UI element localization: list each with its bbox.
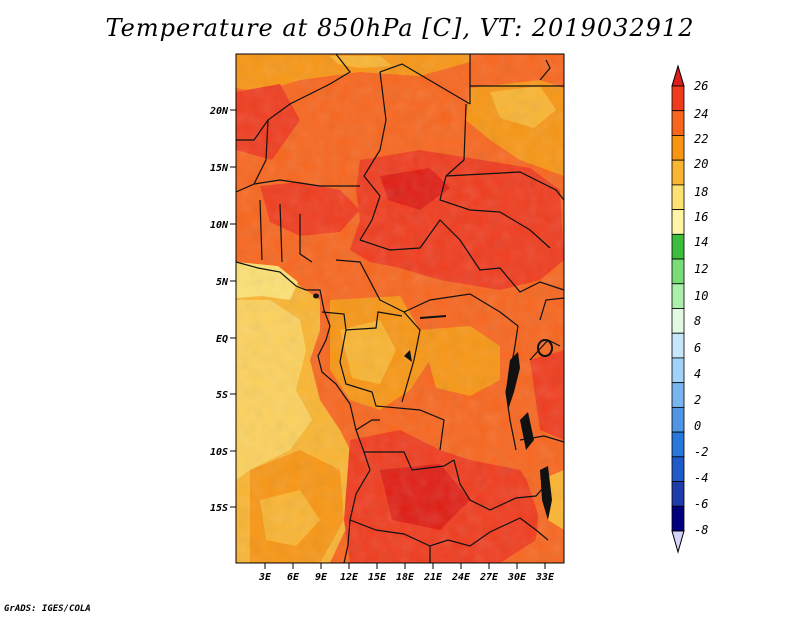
lat-tick: 5N bbox=[216, 277, 236, 288]
colorbar-box bbox=[671, 406, 685, 433]
lon-tick: 18E bbox=[396, 563, 415, 583]
lon-label-21e: 21E bbox=[423, 572, 443, 583]
colorbar-box bbox=[671, 233, 685, 260]
colorbar-box bbox=[671, 135, 685, 161]
colorbar-label: 12 bbox=[694, 262, 708, 276]
colorbar-box bbox=[671, 184, 685, 211]
colorbar-box bbox=[671, 382, 685, 408]
lon-label-24e: 24E bbox=[451, 572, 471, 583]
lon-tick: 3E bbox=[258, 563, 272, 583]
lat-label-eq: EQ bbox=[216, 334, 228, 345]
colorbar-label: -6 bbox=[694, 497, 708, 511]
lon-tick: 21E bbox=[423, 563, 443, 583]
lon-label-6e: 6E bbox=[287, 572, 300, 583]
lon-tick: 6E bbox=[287, 563, 300, 583]
lat-label-15s: 15S bbox=[210, 503, 228, 514]
colorbar-box bbox=[671, 85, 685, 112]
latitude-axis: 20N 15N 10N 5N EQ 5S 10S 15S bbox=[209, 106, 236, 514]
lat-label-15n: 15N bbox=[210, 163, 229, 174]
temperature-field bbox=[236, 54, 564, 563]
colorbar-label: 2 bbox=[694, 393, 701, 407]
colorbar-box bbox=[671, 332, 685, 359]
lon-label-33e: 33E bbox=[535, 572, 555, 583]
lat-tick: 15S bbox=[210, 503, 236, 514]
lon-tick: 27E bbox=[479, 563, 499, 583]
colorbar-label: 22 bbox=[694, 132, 708, 146]
lat-label-20n: 20N bbox=[209, 106, 229, 117]
colorbar-label: 14 bbox=[694, 235, 708, 249]
colorbar-label: 4 bbox=[694, 367, 701, 381]
colorbar-box bbox=[671, 110, 685, 136]
lat-tick: 5S bbox=[216, 390, 236, 401]
lon-tick: 30E bbox=[507, 563, 527, 583]
colorbar-box bbox=[671, 159, 685, 186]
map-frame bbox=[235, 53, 565, 564]
lon-tick: 24E bbox=[451, 563, 471, 583]
colorbar-label: 18 bbox=[694, 185, 708, 199]
longitude-axis: 3E 6E 9E 12E 15E 18E 21E 24E 27E 30E 33E bbox=[258, 563, 555, 583]
colorbar-box bbox=[671, 505, 685, 532]
colorbar-box bbox=[671, 308, 685, 334]
colorbar-label: 10 bbox=[694, 289, 708, 303]
colorbar-boxes bbox=[671, 85, 685, 532]
grads-credit: GrADS: IGES/COLA bbox=[4, 604, 91, 614]
lon-label-27e: 27E bbox=[479, 572, 499, 583]
colorbar-box bbox=[671, 431, 685, 458]
colorbar-box bbox=[671, 258, 685, 285]
lat-label-5n: 5N bbox=[216, 277, 229, 288]
lakes bbox=[313, 293, 553, 520]
colorbar-label: -8 bbox=[694, 523, 708, 537]
lat-tick: 10S bbox=[210, 447, 236, 458]
colorbar-label: 6 bbox=[694, 341, 701, 355]
colorbar-label: -2 bbox=[694, 445, 708, 459]
lat-label-10s: 10S bbox=[210, 447, 228, 458]
lat-label-10n: 10N bbox=[210, 220, 229, 231]
colorbar-label: -4 bbox=[694, 471, 708, 485]
colorbar-label: 8 bbox=[694, 314, 701, 328]
colorbar-label: 20 bbox=[694, 157, 708, 171]
lon-label-30e: 30E bbox=[507, 572, 527, 583]
lat-tick: 20N bbox=[209, 106, 236, 117]
lon-label-18e: 18E bbox=[396, 572, 415, 583]
colorbar-top-arrow bbox=[671, 64, 685, 87]
colorbar-label: 16 bbox=[694, 210, 708, 224]
colorbar-box bbox=[671, 283, 685, 309]
lat-tick: 15N bbox=[210, 163, 236, 174]
colorbar-box bbox=[671, 209, 685, 235]
colorbar-bottom-arrow bbox=[671, 530, 685, 554]
lon-label-3e: 3E bbox=[258, 572, 272, 583]
colorbar-label: 0 bbox=[694, 419, 701, 433]
colorbar-label: 24 bbox=[694, 107, 708, 121]
colorbar-box bbox=[671, 357, 685, 384]
lat-tick: EQ bbox=[216, 334, 236, 345]
colorbar-box bbox=[671, 456, 685, 482]
lat-tick: 10N bbox=[210, 220, 236, 231]
colorbar: 26 24 22 20 18 16 14 12 10 8 6 4 2 0 -2 … bbox=[671, 64, 708, 554]
lon-tick: 15E bbox=[368, 563, 387, 583]
lon-tick: 12E bbox=[340, 563, 359, 583]
lon-label-9e: 9E bbox=[315, 572, 328, 583]
country-borders bbox=[235, 53, 565, 564]
colorbar-label: 26 bbox=[694, 79, 708, 93]
lon-label-15e: 15E bbox=[368, 572, 387, 583]
lon-tick: 9E bbox=[315, 563, 328, 583]
colorbar-box bbox=[671, 481, 685, 507]
lon-tick: 33E bbox=[535, 563, 555, 583]
lon-label-12e: 12E bbox=[340, 572, 359, 583]
map-title: Temperature at 850hPa [C], VT: 201903291… bbox=[105, 14, 695, 42]
lat-label-5s: 5S bbox=[216, 390, 228, 401]
